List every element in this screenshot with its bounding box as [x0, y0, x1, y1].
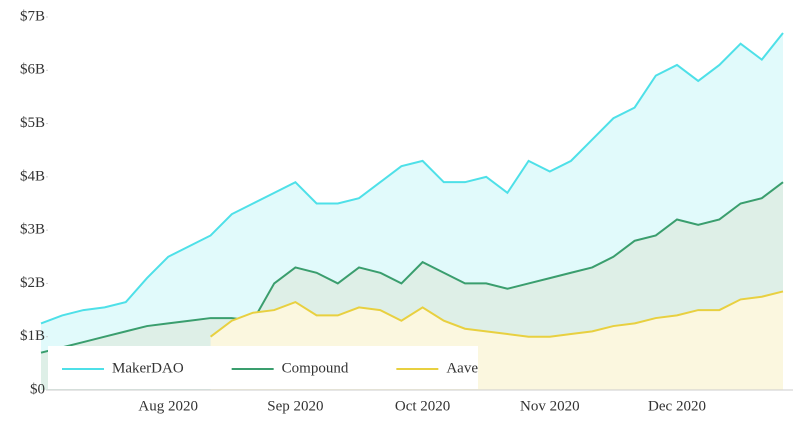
- legend-label: Compound: [282, 360, 349, 376]
- line: [209, 290, 784, 338]
- legend-label: Aave: [446, 360, 478, 376]
- x-tick-label: Aug 2020: [138, 398, 198, 414]
- x-tick-label: Sep 2020: [267, 398, 323, 414]
- y-tick-label: $4B: [20, 168, 45, 184]
- line: [40, 181, 784, 354]
- y-tick-label: $6B: [20, 62, 45, 78]
- legend: MakerDAO Compound Aave: [48, 346, 478, 389]
- y-tick-label: $1B: [20, 328, 45, 344]
- x-tick-label: Oct 2020: [395, 398, 450, 414]
- legend-label: MakerDAO: [112, 360, 184, 376]
- y-tick-label: $3B: [20, 222, 45, 238]
- y-tick-label: $0: [30, 381, 45, 397]
- legend-box: [48, 346, 478, 389]
- y-tick-label: $5B: [20, 115, 45, 131]
- y-tick-label: $2B: [20, 275, 45, 291]
- x-tick-label: Dec 2020: [648, 398, 706, 414]
- x-tick-label: Nov 2020: [520, 398, 580, 414]
- line: [40, 32, 784, 325]
- y-tick-label: $7B: [20, 8, 45, 24]
